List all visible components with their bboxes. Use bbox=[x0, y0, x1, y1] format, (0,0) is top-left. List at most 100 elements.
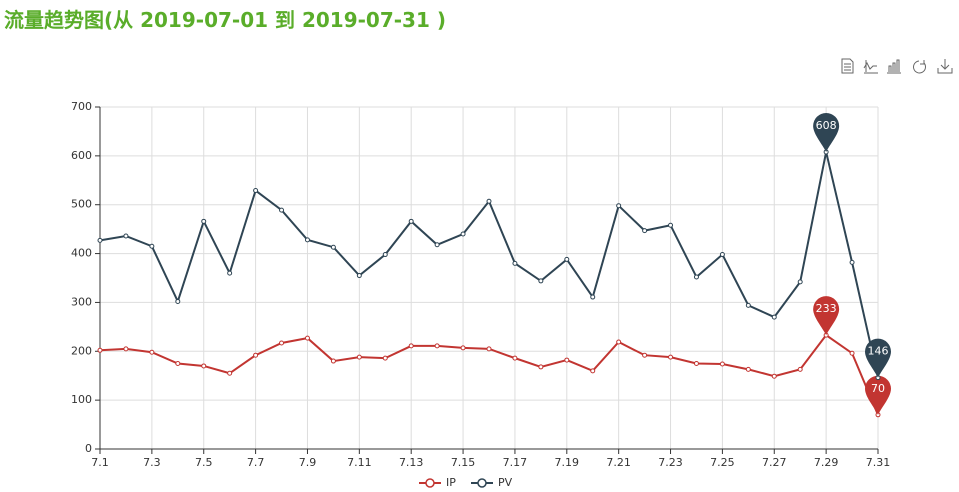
data-point bbox=[849, 350, 855, 356]
data-point bbox=[590, 294, 596, 300]
data-point bbox=[382, 252, 388, 258]
data-point bbox=[304, 335, 310, 341]
data-point bbox=[356, 273, 362, 279]
y-tick-label: 400 bbox=[71, 247, 92, 260]
data-point bbox=[279, 207, 285, 213]
data-point bbox=[486, 198, 492, 204]
mark-point-pin bbox=[865, 375, 891, 415]
series-line bbox=[99, 151, 879, 378]
data-point bbox=[434, 242, 440, 248]
data-point bbox=[512, 260, 518, 266]
line-switch-button[interactable] bbox=[863, 60, 878, 74]
data-point bbox=[693, 274, 699, 280]
data-point bbox=[460, 231, 466, 237]
x-tick-label: 7.21 bbox=[606, 456, 631, 469]
data-point bbox=[279, 340, 285, 346]
restore-button[interactable] bbox=[913, 60, 926, 74]
legend-icon-dot bbox=[425, 478, 435, 488]
data-point bbox=[745, 302, 751, 308]
data-point bbox=[849, 259, 855, 265]
bar-switch-button[interactable] bbox=[887, 59, 901, 74]
legend-label: IP bbox=[446, 476, 456, 489]
data-point bbox=[642, 352, 648, 358]
x-tick-label: 7.5 bbox=[195, 456, 213, 469]
data-point bbox=[149, 349, 155, 355]
legend-icon-dot bbox=[477, 478, 487, 488]
data-point bbox=[564, 256, 570, 262]
data-point bbox=[408, 218, 414, 224]
data-point bbox=[486, 346, 492, 352]
x-tick-label: 7.3 bbox=[143, 456, 161, 469]
x-tick-label: 7.15 bbox=[451, 456, 476, 469]
data-point bbox=[123, 346, 129, 352]
data-point bbox=[356, 354, 362, 360]
data-view-button[interactable] bbox=[841, 58, 854, 74]
chart-title: 流量趋势图(从 2019-07-01 到 2019-07-31 ) bbox=[4, 8, 446, 32]
data-point bbox=[538, 364, 544, 370]
x-tick-label: 7.11 bbox=[347, 456, 372, 469]
y-tick-label: 500 bbox=[71, 198, 92, 211]
data-point bbox=[149, 243, 155, 249]
y-tick-label: 700 bbox=[71, 100, 92, 113]
data-point bbox=[797, 279, 803, 285]
y-tick-label: 200 bbox=[71, 344, 92, 357]
x-tick-label: 7.17 bbox=[503, 456, 528, 469]
data-point bbox=[175, 361, 181, 366]
data-point bbox=[201, 218, 207, 224]
data-point bbox=[253, 352, 259, 358]
data-point bbox=[330, 244, 336, 250]
save-image-button[interactable] bbox=[937, 59, 953, 74]
data-point bbox=[745, 366, 751, 372]
data-point bbox=[123, 233, 129, 239]
mark-point-pin bbox=[865, 338, 891, 378]
y-tick-label: 100 bbox=[71, 393, 92, 406]
data-point bbox=[97, 237, 103, 243]
data-point bbox=[97, 347, 103, 353]
data-point bbox=[668, 222, 674, 228]
data-point bbox=[616, 339, 622, 345]
data-point bbox=[693, 361, 699, 366]
mark-point-label: 146 bbox=[868, 345, 889, 358]
data-point bbox=[538, 278, 544, 284]
legend-item[interactable]: IP bbox=[419, 476, 456, 489]
mark-point-pin bbox=[813, 112, 840, 152]
data-point bbox=[771, 314, 777, 320]
data-point bbox=[564, 357, 570, 363]
data-point bbox=[719, 252, 725, 258]
data-point bbox=[616, 203, 622, 209]
data-point bbox=[642, 228, 648, 234]
data-point bbox=[590, 368, 596, 374]
y-tick-label: 600 bbox=[71, 149, 92, 162]
legend-item[interactable]: PV bbox=[471, 476, 513, 489]
data-point bbox=[175, 298, 181, 304]
data-point bbox=[201, 363, 207, 369]
data-point bbox=[512, 355, 518, 361]
x-tick-label: 7.23 bbox=[658, 456, 683, 469]
mark-point-label: 70 bbox=[871, 382, 885, 395]
data-point bbox=[382, 355, 388, 361]
x-tick-label: 7.1 bbox=[91, 456, 109, 469]
x-tick-label: 7.9 bbox=[299, 456, 317, 469]
data-point bbox=[797, 366, 803, 372]
x-tick-label: 7.13 bbox=[399, 456, 424, 469]
mark-point-pin bbox=[813, 296, 840, 336]
data-point bbox=[304, 237, 310, 243]
legend-label: PV bbox=[498, 476, 513, 489]
data-point bbox=[668, 354, 674, 360]
data-point bbox=[227, 270, 233, 276]
x-tick-label: 7.19 bbox=[555, 456, 580, 469]
data-point bbox=[719, 361, 725, 367]
data-point bbox=[253, 188, 259, 194]
x-tick-label: 7.31 bbox=[866, 456, 891, 469]
y-tick-label: 0 bbox=[85, 442, 92, 455]
data-point bbox=[460, 345, 466, 351]
data-point bbox=[408, 343, 414, 349]
x-tick-label: 7.27 bbox=[762, 456, 787, 469]
data-point bbox=[771, 373, 777, 379]
x-tick-label: 7.25 bbox=[710, 456, 735, 469]
data-point bbox=[434, 343, 440, 349]
y-tick-label: 300 bbox=[71, 295, 92, 308]
mark-point-label: 233 bbox=[816, 302, 837, 315]
